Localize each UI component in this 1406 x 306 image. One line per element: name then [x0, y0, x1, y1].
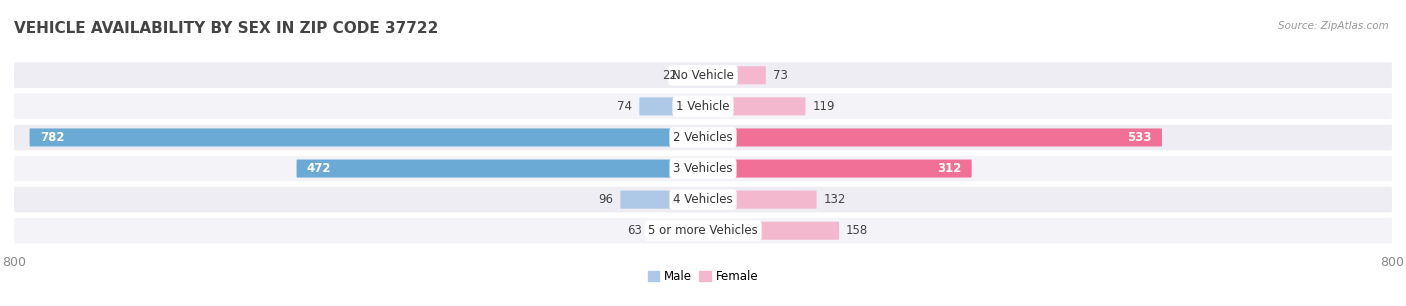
Text: 533: 533 [1128, 131, 1152, 144]
Text: 782: 782 [39, 131, 65, 144]
Text: 4 Vehicles: 4 Vehicles [673, 193, 733, 206]
FancyBboxPatch shape [297, 159, 703, 177]
FancyBboxPatch shape [14, 94, 1392, 119]
Legend: Male, Female: Male, Female [643, 266, 763, 288]
Text: 74: 74 [617, 100, 633, 113]
Text: 73: 73 [773, 69, 787, 82]
Text: 119: 119 [813, 100, 835, 113]
Text: 63: 63 [627, 224, 643, 237]
FancyBboxPatch shape [703, 66, 766, 84]
FancyBboxPatch shape [703, 159, 972, 177]
FancyBboxPatch shape [620, 191, 703, 209]
FancyBboxPatch shape [14, 218, 1392, 244]
Text: VEHICLE AVAILABILITY BY SEX IN ZIP CODE 37722: VEHICLE AVAILABILITY BY SEX IN ZIP CODE … [14, 21, 439, 36]
FancyBboxPatch shape [703, 191, 817, 209]
Text: 2 Vehicles: 2 Vehicles [673, 131, 733, 144]
FancyBboxPatch shape [703, 129, 1161, 147]
FancyBboxPatch shape [14, 125, 1392, 150]
Text: Source: ZipAtlas.com: Source: ZipAtlas.com [1278, 21, 1389, 32]
Text: 22: 22 [662, 69, 678, 82]
Text: 5 or more Vehicles: 5 or more Vehicles [648, 224, 758, 237]
FancyBboxPatch shape [14, 156, 1392, 181]
FancyBboxPatch shape [14, 62, 1392, 88]
Text: 132: 132 [824, 193, 846, 206]
FancyBboxPatch shape [703, 97, 806, 115]
FancyBboxPatch shape [640, 97, 703, 115]
Text: 312: 312 [936, 162, 962, 175]
FancyBboxPatch shape [648, 222, 703, 240]
Text: 1 Vehicle: 1 Vehicle [676, 100, 730, 113]
Text: 3 Vehicles: 3 Vehicles [673, 162, 733, 175]
FancyBboxPatch shape [14, 187, 1392, 212]
Text: 158: 158 [846, 224, 869, 237]
FancyBboxPatch shape [703, 222, 839, 240]
FancyBboxPatch shape [30, 129, 703, 147]
Text: 472: 472 [307, 162, 332, 175]
Text: 96: 96 [599, 193, 613, 206]
FancyBboxPatch shape [685, 66, 703, 84]
Text: No Vehicle: No Vehicle [672, 69, 734, 82]
